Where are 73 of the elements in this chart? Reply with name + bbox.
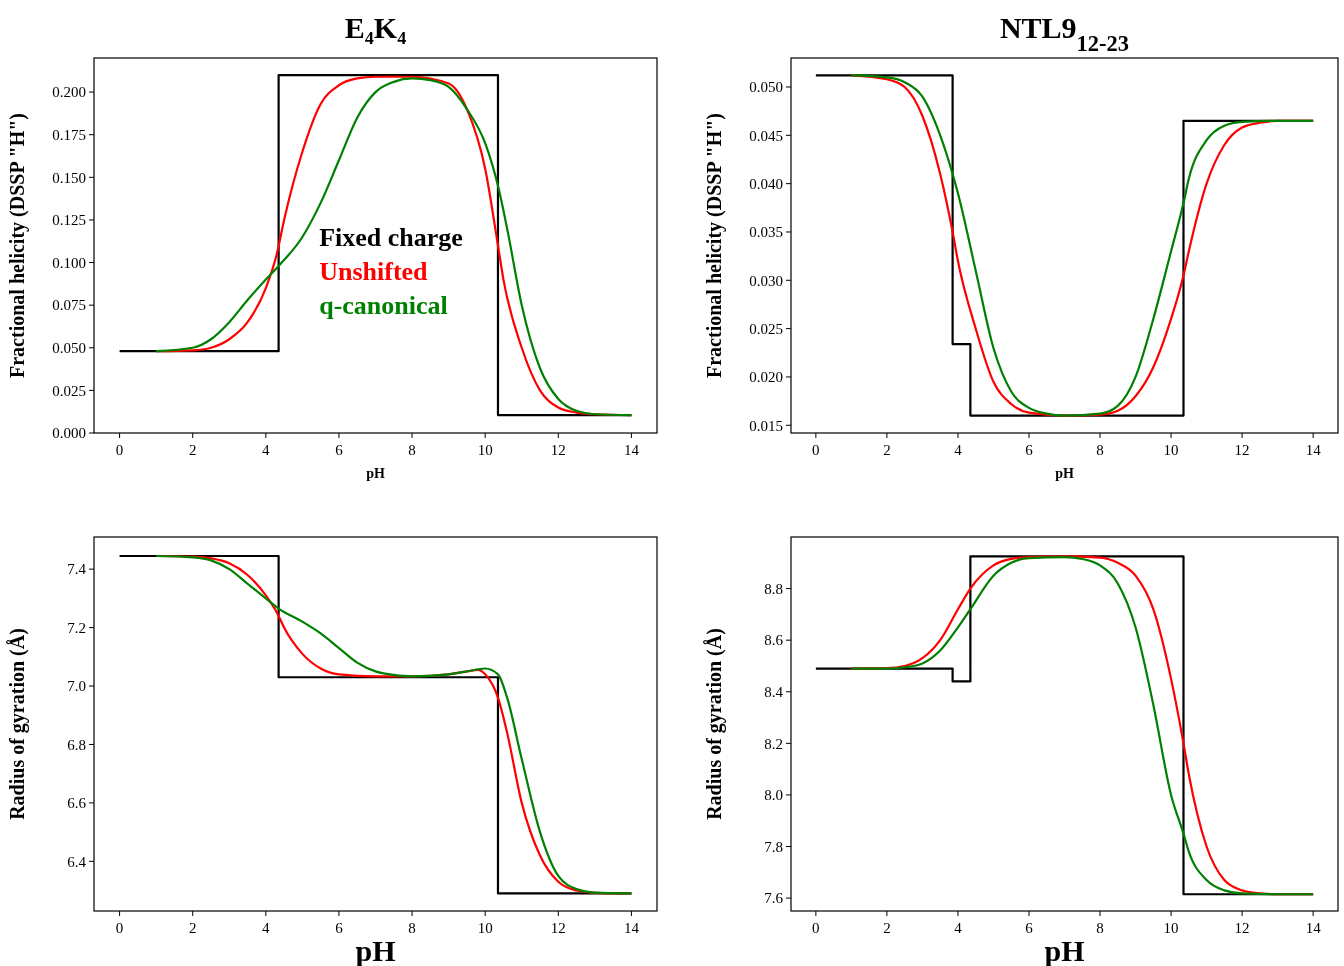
y-tick-label: 7.4 bbox=[67, 561, 87, 578]
y-axis-title: Fractional helicity (DSSP "H") bbox=[6, 113, 29, 378]
x-tick-label: 10 bbox=[477, 442, 493, 458]
x-axis-title: pH bbox=[1055, 466, 1074, 481]
y-tick-label: 0.020 bbox=[749, 369, 783, 386]
x-tick-label: 6 bbox=[335, 442, 344, 458]
x-tick-label: 4 bbox=[262, 920, 271, 936]
y-tick-label: 0.045 bbox=[749, 127, 783, 144]
x-tick-label: 4 bbox=[954, 920, 963, 936]
x-tick-label: 10 bbox=[1163, 920, 1179, 936]
y-tick-label: 7.2 bbox=[67, 619, 86, 636]
series-label: Fixed charge bbox=[319, 222, 463, 252]
x-tick-label: 6 bbox=[1025, 920, 1034, 936]
x-tick-label: 4 bbox=[262, 442, 271, 458]
y-tick-label: 6.4 bbox=[67, 853, 87, 870]
x-tick-label: 0 bbox=[812, 920, 820, 936]
y-tick-label: 0.050 bbox=[749, 79, 783, 96]
x-tick-label: 14 bbox=[623, 442, 640, 458]
series-label: q-canonical bbox=[319, 290, 448, 320]
y-tick-label: 0.030 bbox=[749, 272, 783, 289]
x-tick-label: 14 bbox=[1305, 442, 1322, 458]
y-tick-label: 0.175 bbox=[52, 126, 86, 143]
chart-title: E₄K₄ bbox=[344, 11, 407, 44]
y-tick-label: 0.075 bbox=[52, 297, 86, 314]
x-tick-label: 8 bbox=[408, 920, 416, 936]
series-label: Unshifted bbox=[319, 256, 429, 286]
x-tick-label: 8 bbox=[1096, 920, 1104, 936]
x-tick-label: 10 bbox=[1163, 442, 1179, 458]
y-tick-label: 0.025 bbox=[52, 382, 86, 399]
y-tick-label: 0.200 bbox=[52, 84, 86, 101]
x-tick-label: 6 bbox=[335, 920, 344, 936]
y-axis-title: Radius of gyration (Å) bbox=[703, 628, 726, 820]
x-tick-label: 0 bbox=[115, 442, 124, 458]
x-tick-label: 2 bbox=[883, 442, 891, 458]
x-tick-label: 6 bbox=[1025, 442, 1034, 458]
y-tick-label: 7.0 bbox=[67, 678, 86, 695]
x-tick-label: 0 bbox=[115, 920, 124, 936]
x-tick-label: 2 bbox=[188, 442, 197, 458]
y-axis-title: Fractional helicity (DSSP "H") bbox=[703, 113, 726, 378]
chart-title: NTL9$_{12-23}$ bbox=[999, 11, 1130, 56]
x-tick-label: 2 bbox=[883, 920, 891, 936]
y-tick-label: 7.6 bbox=[764, 890, 784, 907]
y-tick-label: 6.8 bbox=[67, 736, 86, 753]
x-tick-label: 14 bbox=[623, 920, 640, 936]
x-tick-label: 10 bbox=[477, 920, 493, 936]
x-tick-label: 14 bbox=[1305, 920, 1322, 936]
y-tick-label: 0.015 bbox=[749, 417, 783, 434]
y-tick-label: 0.100 bbox=[52, 254, 86, 271]
x-tick-label: 2 bbox=[188, 920, 197, 936]
x-tick-label: 4 bbox=[954, 442, 963, 458]
x-tick-label: 12 bbox=[550, 442, 566, 458]
y-axis-title: Radius of gyration (Å) bbox=[6, 628, 29, 820]
y-tick-label: 0.000 bbox=[52, 425, 86, 442]
y-tick-label: 0.035 bbox=[749, 224, 783, 241]
y-tick-label: 8.4 bbox=[764, 684, 784, 701]
x-tick-label: 12 bbox=[1234, 920, 1250, 936]
y-tick-label: 8.8 bbox=[764, 580, 783, 597]
x-tick-label: 0 bbox=[812, 442, 820, 458]
y-tick-label: 8.2 bbox=[764, 735, 783, 752]
y-tick-label: 0.125 bbox=[52, 212, 86, 229]
x-tick-label: 8 bbox=[408, 442, 416, 458]
y-tick-label: 7.8 bbox=[764, 838, 783, 855]
y-tick-label: 0.040 bbox=[749, 175, 783, 192]
y-tick-label: 8.6 bbox=[764, 632, 784, 649]
y-tick-label: 0.025 bbox=[749, 320, 783, 337]
y-tick-label: 0.050 bbox=[52, 340, 86, 357]
x-tick-label: 8 bbox=[1096, 442, 1104, 458]
x-tick-label: 12 bbox=[550, 920, 566, 936]
x-axis-title: pH bbox=[366, 466, 385, 481]
y-tick-label: 8.0 bbox=[764, 787, 783, 804]
y-tick-label: 0.150 bbox=[52, 169, 86, 186]
x-tick-label: 12 bbox=[1234, 442, 1250, 458]
y-tick-label: 6.6 bbox=[67, 795, 87, 812]
